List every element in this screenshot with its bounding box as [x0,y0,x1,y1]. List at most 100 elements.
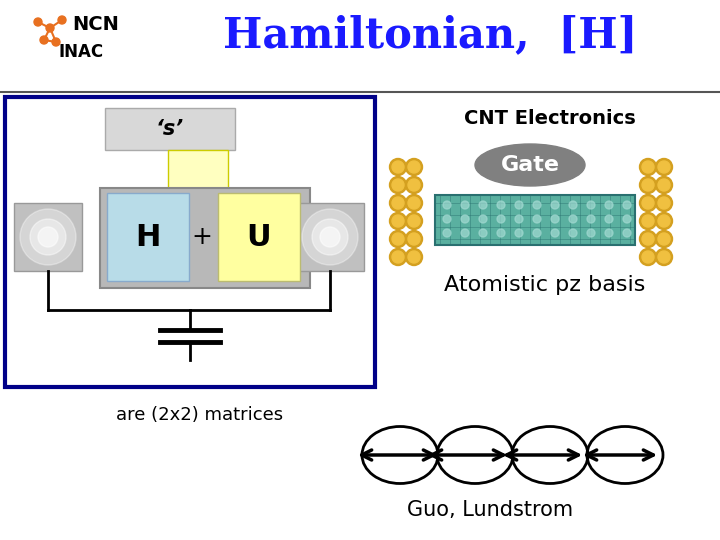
Circle shape [658,251,670,263]
Circle shape [405,213,423,230]
Circle shape [30,219,66,255]
Circle shape [390,177,407,193]
Circle shape [461,229,469,237]
Circle shape [408,233,420,245]
Circle shape [461,201,469,209]
Circle shape [655,213,672,230]
Text: CNT Electronics: CNT Electronics [464,109,636,127]
Circle shape [623,229,631,237]
Circle shape [390,159,407,176]
FancyBboxPatch shape [5,97,375,387]
Circle shape [461,215,469,223]
Circle shape [639,248,657,266]
Ellipse shape [475,144,585,186]
Circle shape [587,201,595,209]
Circle shape [655,231,672,247]
Circle shape [569,215,577,223]
Circle shape [639,177,657,193]
Circle shape [551,201,559,209]
Circle shape [605,215,613,223]
FancyBboxPatch shape [168,150,228,188]
FancyBboxPatch shape [296,203,364,271]
Circle shape [497,201,505,209]
Circle shape [623,201,631,209]
Circle shape [479,229,487,237]
FancyBboxPatch shape [435,195,635,245]
Circle shape [405,159,423,176]
Text: +: + [192,225,212,249]
Circle shape [515,215,523,223]
Circle shape [569,201,577,209]
Circle shape [405,248,423,266]
FancyBboxPatch shape [14,203,82,271]
Text: Atomistic pz basis: Atomistic pz basis [444,275,646,295]
Circle shape [40,36,48,44]
Circle shape [639,213,657,230]
Circle shape [569,229,577,237]
FancyBboxPatch shape [105,108,235,150]
Circle shape [639,194,657,212]
Circle shape [515,229,523,237]
Circle shape [658,233,670,245]
Circle shape [408,179,420,191]
Circle shape [392,233,404,245]
Text: Hamiltonian,  [H]: Hamiltonian, [H] [222,14,637,56]
Circle shape [392,251,404,263]
Circle shape [658,179,670,191]
Text: Guo, Lundstrom: Guo, Lundstrom [407,500,573,520]
Circle shape [642,179,654,191]
Circle shape [392,179,404,191]
Circle shape [497,215,505,223]
Circle shape [642,197,654,209]
Circle shape [443,229,451,237]
Circle shape [658,215,670,227]
Circle shape [623,215,631,223]
Circle shape [390,194,407,212]
Circle shape [312,219,348,255]
Circle shape [551,229,559,237]
Circle shape [655,248,672,266]
Circle shape [533,201,541,209]
Circle shape [642,161,654,173]
FancyBboxPatch shape [100,188,310,288]
Circle shape [639,231,657,247]
Circle shape [587,229,595,237]
Circle shape [392,197,404,209]
Circle shape [52,38,60,46]
Circle shape [20,209,76,265]
Circle shape [302,209,358,265]
Circle shape [479,201,487,209]
Circle shape [655,177,672,193]
Circle shape [497,229,505,237]
Circle shape [443,215,451,223]
Circle shape [320,227,340,247]
Circle shape [515,201,523,209]
Circle shape [58,16,66,24]
FancyBboxPatch shape [107,193,189,281]
Circle shape [551,215,559,223]
Circle shape [658,197,670,209]
Circle shape [605,201,613,209]
Circle shape [605,229,613,237]
Circle shape [405,231,423,247]
Circle shape [390,213,407,230]
Circle shape [533,215,541,223]
Circle shape [655,159,672,176]
Circle shape [38,227,58,247]
Circle shape [408,251,420,263]
Circle shape [34,18,42,26]
Text: ‘s’: ‘s’ [156,119,184,139]
Circle shape [642,251,654,263]
Circle shape [479,215,487,223]
Circle shape [390,248,407,266]
Circle shape [392,215,404,227]
Circle shape [405,194,423,212]
Circle shape [533,229,541,237]
Circle shape [639,159,657,176]
Circle shape [642,233,654,245]
Text: are (2x2) matrices: are (2x2) matrices [117,406,284,424]
Circle shape [655,194,672,212]
Text: INAC: INAC [58,43,103,61]
Text: NCN: NCN [72,16,119,35]
Circle shape [405,177,423,193]
